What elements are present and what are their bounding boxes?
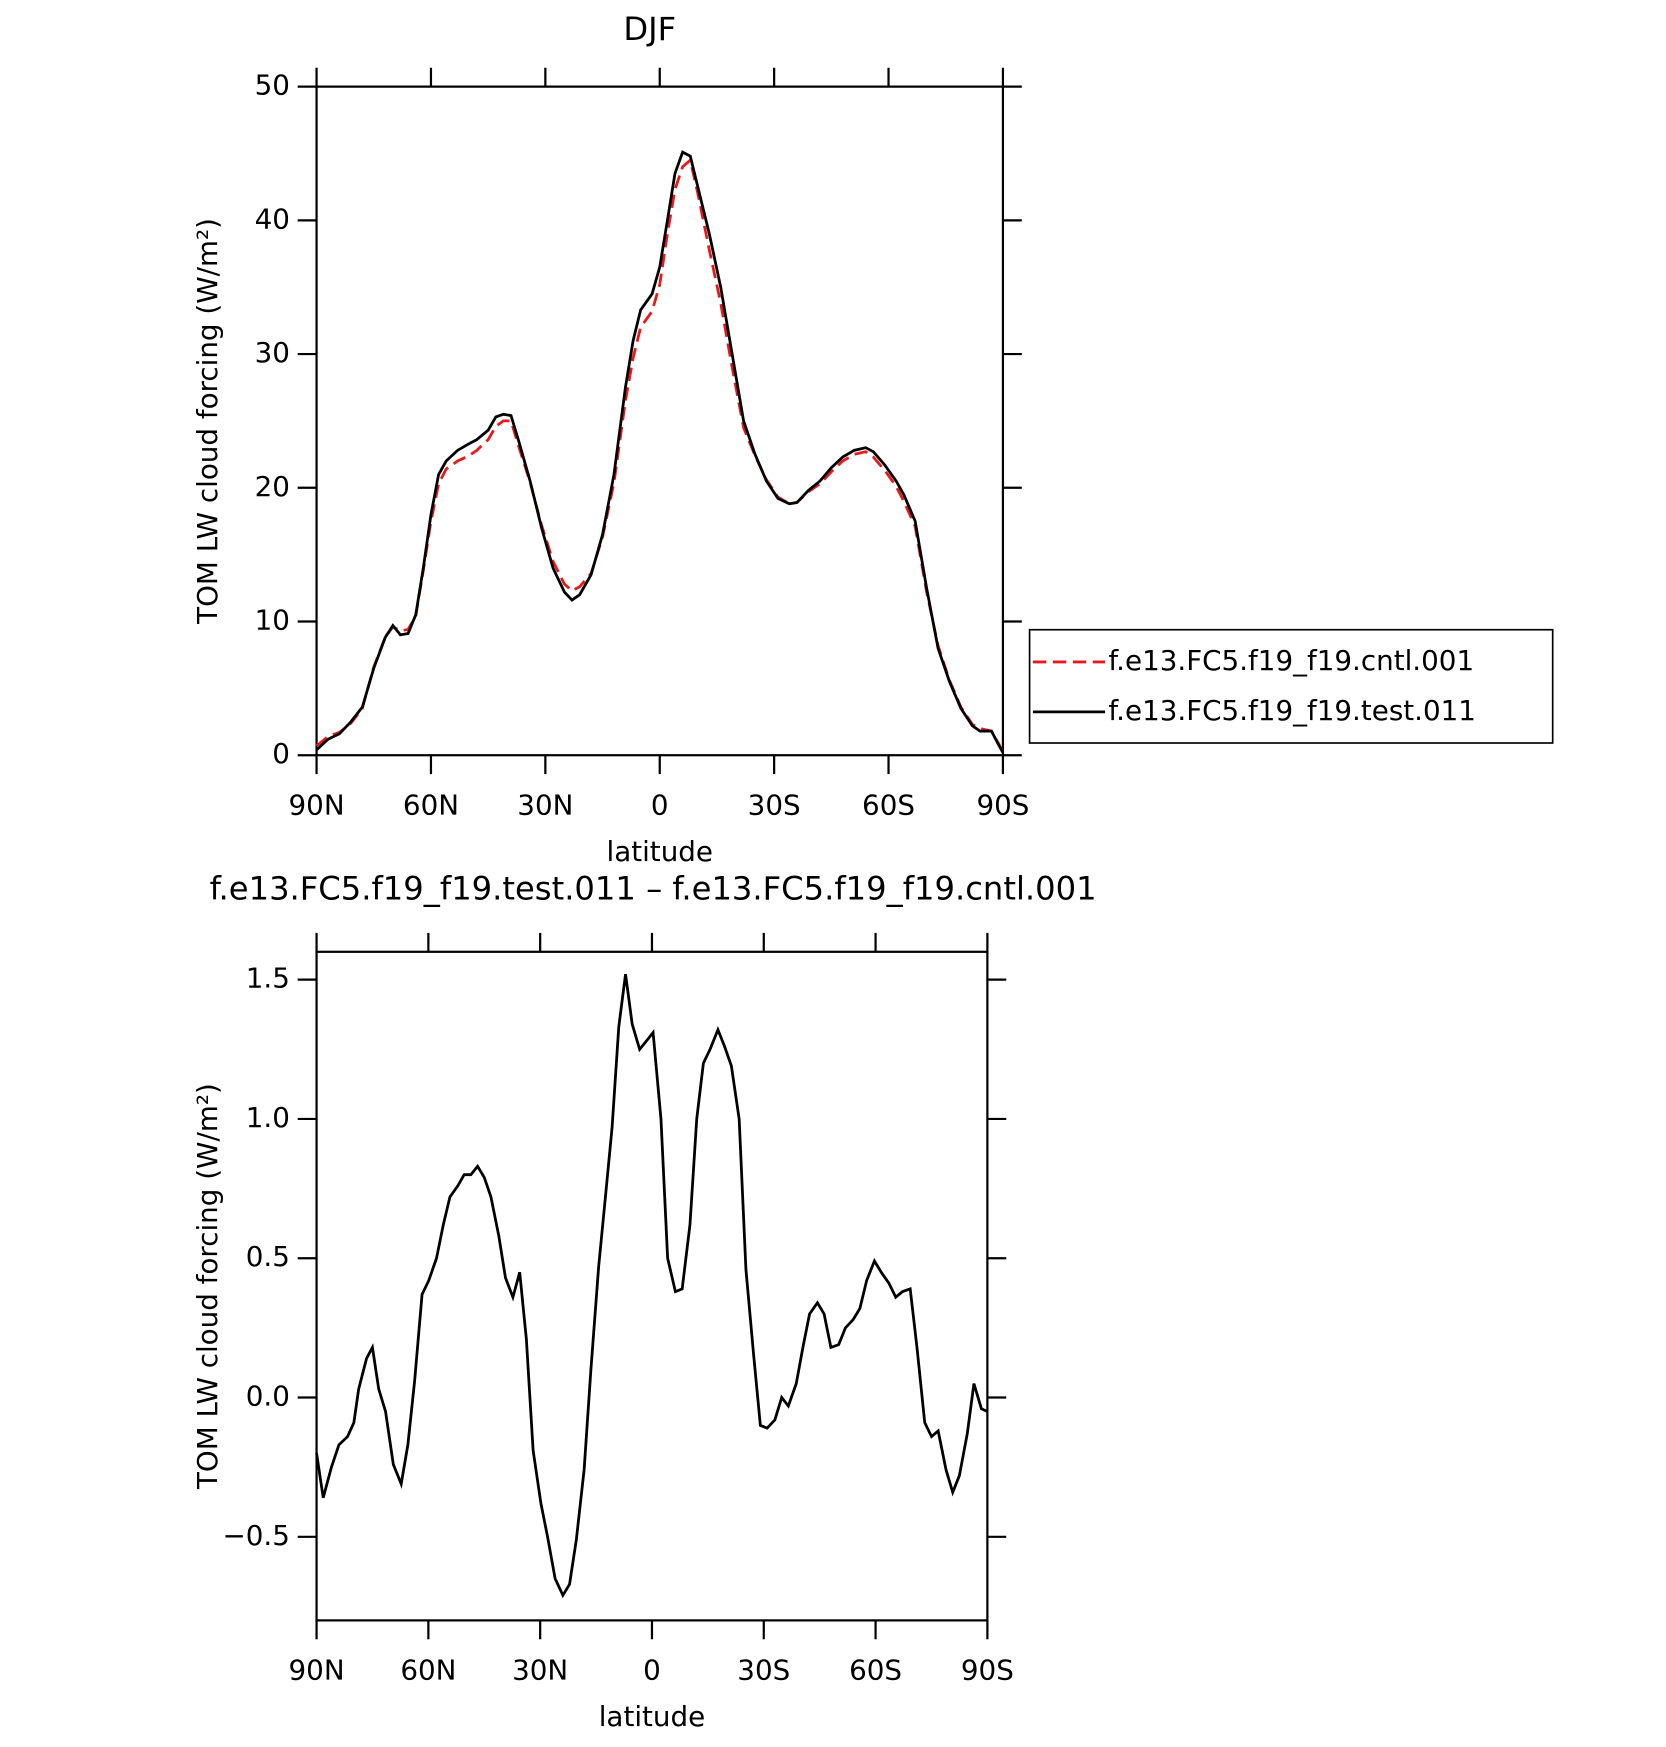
y-axis-label: TOM LW cloud forcing (W/m²) bbox=[191, 218, 224, 625]
legend-box bbox=[1028, 628, 1554, 744]
x-tick-label: 90N bbox=[289, 1653, 345, 1686]
x-tick-label: 30N bbox=[517, 788, 573, 821]
x-tick-label: 0 bbox=[643, 1653, 661, 1686]
x-axis-label: latitude bbox=[599, 1700, 705, 1733]
y-tick-label: −0.5 bbox=[223, 1519, 290, 1552]
x-axis-label: latitude bbox=[607, 835, 713, 868]
y-tick-label: 30 bbox=[255, 336, 290, 369]
chart-title: DJF bbox=[623, 10, 676, 48]
x-tick-label: 60N bbox=[403, 788, 459, 821]
legend-label: f.e13.FC5.f19_f19.cntl.001 bbox=[1108, 644, 1474, 677]
y-tick-label: 0.5 bbox=[246, 1240, 290, 1273]
y-tick-label: 0 bbox=[272, 737, 290, 770]
y-axis-label: TOM LW cloud forcing (W/m²) bbox=[191, 1083, 224, 1490]
chart-title: f.e13.FC5.f19_f19.test.011 – f.e13.FC5.f… bbox=[210, 870, 1097, 908]
plot-frame bbox=[315, 85, 1005, 757]
series-line bbox=[315, 157, 1005, 754]
x-tick-label: 60S bbox=[862, 788, 915, 821]
y-tick-label: 20 bbox=[255, 470, 290, 503]
series-line bbox=[315, 973, 988, 1599]
legend-label: f.e13.FC5.f19_f19.test.011 bbox=[1108, 694, 1476, 727]
x-tick-label: 30N bbox=[512, 1653, 568, 1686]
x-tick-label: 30S bbox=[748, 788, 801, 821]
y-tick-label: 50 bbox=[255, 69, 290, 102]
y-tick-label: 40 bbox=[255, 202, 290, 235]
y-tick-label: 1.5 bbox=[246, 962, 290, 995]
x-tick-label: 0 bbox=[651, 788, 669, 821]
x-tick-label: 60N bbox=[400, 1653, 456, 1686]
y-tick-label: 0.0 bbox=[246, 1380, 290, 1413]
series-line bbox=[315, 150, 1005, 754]
y-tick-label: 1.0 bbox=[246, 1101, 290, 1134]
x-tick-label: 90S bbox=[961, 1653, 1014, 1686]
x-tick-label: 60S bbox=[849, 1653, 902, 1686]
plot-frame bbox=[315, 950, 989, 1622]
y-tick-label: 10 bbox=[255, 604, 290, 637]
x-tick-label: 30S bbox=[737, 1653, 790, 1686]
x-tick-label: 90S bbox=[976, 788, 1029, 821]
x-tick-label: 90N bbox=[289, 788, 345, 821]
